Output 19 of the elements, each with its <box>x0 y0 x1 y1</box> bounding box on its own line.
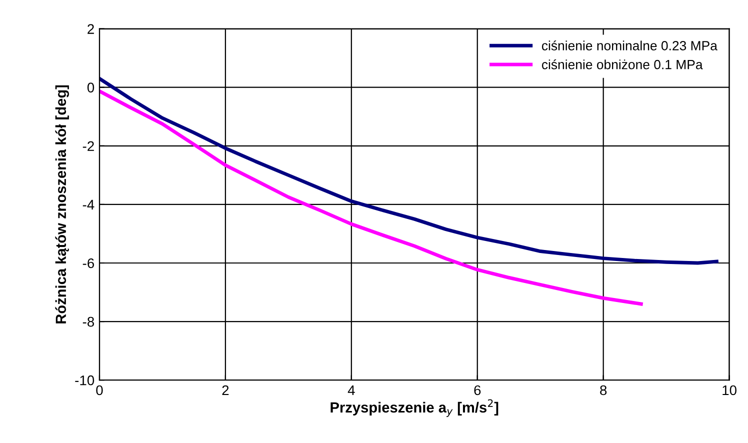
line-series <box>99 76 718 265</box>
y-tick-label: 2 <box>88 24 94 34</box>
x-tick-label: 6 <box>474 385 481 396</box>
y-tick-label: -6 <box>82 258 94 268</box>
y-tick-label: -10 <box>75 375 94 386</box>
legend-label: ciśnienie nominalne 0.23 MPa <box>542 40 718 50</box>
x-tick-label: 4 <box>348 385 355 396</box>
x-tick-label: 8 <box>600 385 607 396</box>
y-axis-title: Różnica kątów znoszenia kół [deg] <box>55 85 69 324</box>
y-tick-label: -2 <box>82 141 94 151</box>
x-tick-label: 0 <box>96 385 103 396</box>
legend-label: ciśnienie obniżone 0.1 MPa <box>542 59 703 70</box>
x-tick-label: 10 <box>722 385 736 396</box>
y-tick-label: 0 <box>87 82 94 93</box>
y-tick-label: -4 <box>82 200 94 210</box>
x-tick-label: 2 <box>222 385 229 396</box>
x-axis-title: Przyspieszenie a$_{y}$ [m/s$^{2}$] <box>330 399 498 417</box>
y-tick-label: -8 <box>82 316 94 327</box>
line-series <box>99 89 643 306</box>
